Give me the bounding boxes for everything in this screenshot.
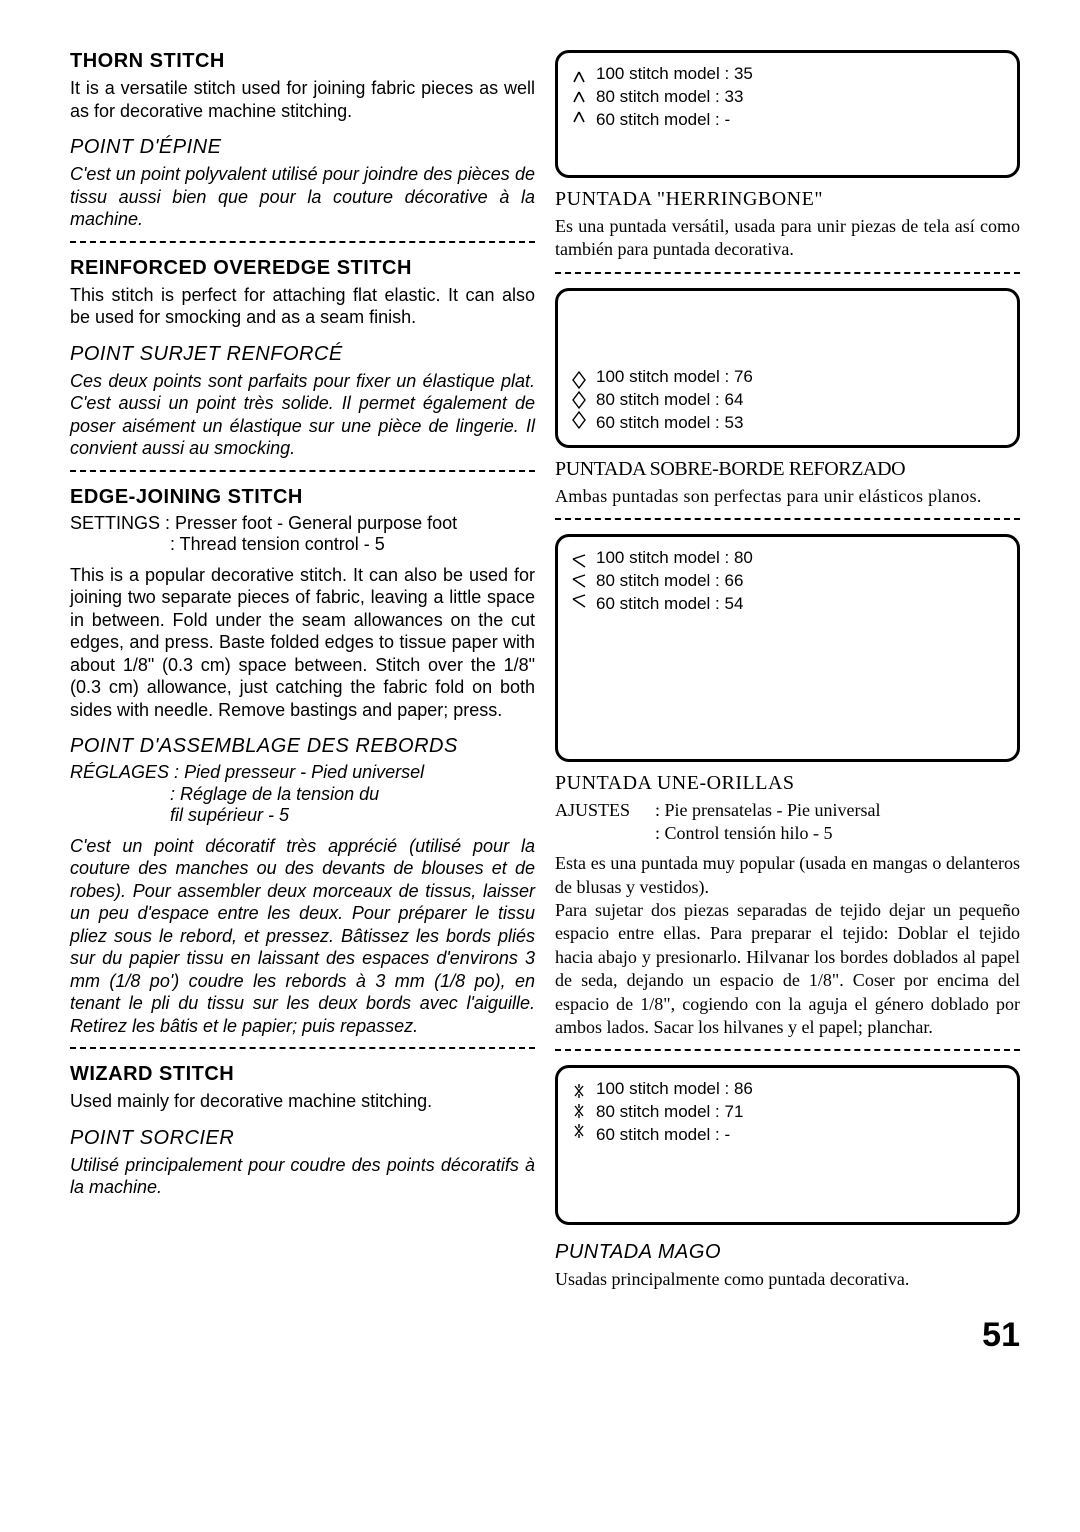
ajustes-2: : Control tensión hilo - 5 bbox=[655, 822, 880, 845]
separator bbox=[555, 518, 1020, 520]
model-row: 80 stitch model : 33 bbox=[596, 86, 753, 109]
model-row: 60 stitch model : - bbox=[596, 109, 753, 132]
edge-es-title: PUNTADA UNE-ORILLAS bbox=[555, 772, 1020, 795]
wizard-fr-body: Utilisé principalement pour coudre des p… bbox=[70, 1154, 535, 1199]
reinforced-es-title: PUNTADA SOBRE-BORDE REFORZADO bbox=[555, 458, 1020, 481]
reinforced-figure: 100 stitch model : 76 80 stitch model : … bbox=[555, 288, 1020, 448]
separator bbox=[70, 1047, 535, 1049]
model-row: 100 stitch model : 76 bbox=[596, 366, 753, 389]
wizard-en-body: Used mainly for decorative machine stitc… bbox=[70, 1090, 535, 1113]
wizard-en-title: WIZARD STITCH bbox=[70, 1063, 535, 1086]
model-row: 60 stitch model : 54 bbox=[596, 593, 753, 616]
model-row: 80 stitch model : 66 bbox=[596, 570, 753, 593]
right-column: 100 stitch model : 35 80 stitch model : … bbox=[555, 50, 1020, 1292]
page-number: 51 bbox=[70, 1316, 1020, 1355]
thorn-es-body: Es una puntada versátil, usada para unir… bbox=[555, 215, 1020, 262]
reinforced-model-list: 100 stitch model : 76 80 stitch model : … bbox=[596, 366, 753, 435]
edge-fr-body: C'est un point décoratif très apprécié (… bbox=[70, 835, 535, 1038]
thorn-es-title: PUNTADA "HERRINGBONE" bbox=[555, 188, 1020, 211]
overedge-stitch-icon bbox=[570, 370, 588, 430]
edge-fr-title: POINT D'ASSEMBLAGE DES REBORDS bbox=[70, 735, 535, 758]
edge-en-title: EDGE-JOINING STITCH bbox=[70, 486, 535, 509]
edge-fr-settings: RÉGLAGES : Pied presseur - Pied universe… bbox=[70, 762, 535, 827]
reinforced-fr-body: Ces deux points sont parfaits pour fixer… bbox=[70, 370, 535, 460]
model-row: 100 stitch model : 86 bbox=[596, 1078, 753, 1101]
separator bbox=[70, 241, 535, 243]
settings-label: SETTINGS : bbox=[70, 513, 170, 533]
reinforced-es-body: Ambas puntadas son perfectas para unir e… bbox=[555, 485, 1020, 508]
settings-fr-2: : Réglage de la tension du bbox=[70, 784, 379, 804]
edge-model-list: 100 stitch model : 80 80 stitch model : … bbox=[596, 547, 753, 616]
edge-es-body: Esta es una puntada muy popular (usada e… bbox=[555, 852, 1020, 1039]
thorn-en-title: THORN STITCH bbox=[70, 50, 535, 73]
model-row: 80 stitch model : 64 bbox=[596, 389, 753, 412]
model-row: 100 stitch model : 35 bbox=[596, 63, 753, 86]
model-row: 80 stitch model : 71 bbox=[596, 1101, 753, 1124]
separator bbox=[70, 470, 535, 472]
ajustes-1: : Pie prensatelas - Pie universal bbox=[655, 799, 880, 822]
manual-page: THORN STITCH It is a versatile stitch us… bbox=[70, 50, 1020, 1292]
model-row: 100 stitch model : 80 bbox=[596, 547, 753, 570]
edge-en-body: This is a popular decorative stitch. It … bbox=[70, 564, 535, 722]
settings-fr-1: Pied presseur - Pied universel bbox=[184, 762, 424, 782]
model-row: 60 stitch model : 53 bbox=[596, 412, 753, 435]
left-column: THORN STITCH It is a versatile stitch us… bbox=[70, 50, 535, 1292]
wizard-es-body: Usadas principalmente como puntada decor… bbox=[555, 1268, 1020, 1291]
thorn-model-list: 100 stitch model : 35 80 stitch model : … bbox=[596, 63, 753, 132]
thorn-fr-title: POINT D'ÉPINE bbox=[70, 136, 535, 159]
reinforced-en-body: This stitch is perfect for attaching fla… bbox=[70, 284, 535, 329]
wizard-fr-title: POINT SORCIER bbox=[70, 1127, 535, 1150]
edge-figure: 100 stitch model : 80 80 stitch model : … bbox=[555, 534, 1020, 762]
thorn-en-body: It is a versatile stitch used for joinin… bbox=[70, 77, 535, 122]
reinforced-fr-title: POINT SURJET RENFORCÉ bbox=[70, 343, 535, 366]
wizard-es-title: PUNTADA MAGO bbox=[555, 1241, 1020, 1264]
wizard-stitch-icon bbox=[570, 1084, 588, 1142]
separator bbox=[555, 1049, 1020, 1051]
settings-fr-3: fil supérieur - 5 bbox=[70, 805, 289, 825]
thorn-stitch-icon bbox=[570, 68, 588, 126]
edge-settings: SETTINGS : Presser foot - General purpos… bbox=[70, 513, 535, 556]
edge-es-settings: AJUSTES : Pie prensatelas - Pie universa… bbox=[555, 799, 1020, 844]
model-row: 60 stitch model : - bbox=[596, 1124, 753, 1147]
reinforced-en-title: REINFORCED OVEREDGE STITCH bbox=[70, 257, 535, 280]
edge-joining-stitch-icon bbox=[570, 553, 588, 611]
thorn-fr-body: C'est un point polyvalent utilisé pour j… bbox=[70, 163, 535, 231]
settings-value-2: : Thread tension control - 5 bbox=[70, 534, 385, 554]
thorn-figure: 100 stitch model : 35 80 stitch model : … bbox=[555, 50, 1020, 178]
wizard-model-list: 100 stitch model : 86 80 stitch model : … bbox=[596, 1078, 753, 1147]
settings-value-1: Presser foot - General purpose foot bbox=[175, 513, 457, 533]
wizard-figure: 100 stitch model : 86 80 stitch model : … bbox=[555, 1065, 1020, 1225]
separator bbox=[555, 272, 1020, 274]
settings-fr-label: RÉGLAGES : bbox=[70, 762, 179, 782]
ajustes-label: AJUSTES bbox=[555, 799, 655, 844]
